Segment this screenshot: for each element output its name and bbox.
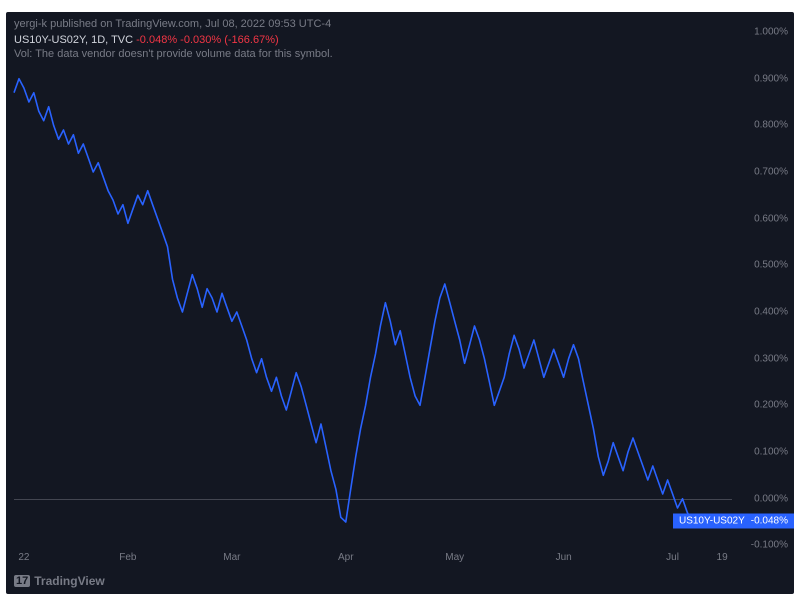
published-text: published on <box>50 18 112 30</box>
y-tick-label: 1.000% <box>754 27 788 38</box>
symbol-change-pct: (-166.67%) <box>224 34 278 46</box>
symbol-row: US10Y-US02Y, 1D, TVC -0.048% -0.030% (-1… <box>14 34 279 46</box>
brand-name: TradingView <box>34 574 104 588</box>
y-tick-label: 0.300% <box>754 353 788 364</box>
y-tick-label: -0.100% <box>751 540 788 551</box>
line-chart-svg <box>6 12 794 594</box>
x-tick-label: Mar <box>223 552 240 563</box>
price-tag-ticker: US10Y-US02Y <box>679 516 745 527</box>
x-tick-label: Apr <box>338 552 354 563</box>
x-tick-label: Feb <box>119 552 136 563</box>
y-tick-label: 0.400% <box>754 307 788 318</box>
x-tick-label: 19 <box>717 552 728 563</box>
y-tick-label: 0.800% <box>754 120 788 131</box>
x-tick-label: Jun <box>556 552 572 563</box>
y-tick-label: 0.700% <box>754 167 788 178</box>
y-tick-label: 0.200% <box>754 400 788 411</box>
symbol-change: -0.030% <box>180 34 221 46</box>
price-tag: US10Y-US02Y -0.048% <box>673 514 794 529</box>
y-tick-label: 0.100% <box>754 447 788 458</box>
symbol-source: TVC <box>111 34 133 46</box>
chart-header: yergi-k published on TradingView.com, Ju… <box>14 18 331 30</box>
y-tick-label: 0.500% <box>754 260 788 271</box>
volume-message: Vol: The data vendor doesn't provide vol… <box>14 48 333 60</box>
site-name: TradingView.com <box>115 18 199 30</box>
symbol-interval: 1D <box>91 34 105 46</box>
page-outer: yergi-k published on TradingView.com, Ju… <box>0 0 800 600</box>
symbol-last: -0.048% <box>136 34 177 46</box>
y-tick-label: 0.600% <box>754 213 788 224</box>
publisher-name: yergi-k <box>14 18 47 30</box>
y-axis: 1.000% 0.900% 0.800% 0.700% 0.600% 0.500% 0.40… <box>740 12 788 594</box>
price-tag-value: -0.048% <box>751 516 788 527</box>
y-tick-label: 0.000% <box>754 493 788 504</box>
x-axis: 22 Feb Mar Apr May Jun Jul 19 <box>6 552 740 568</box>
publish-datetime: Jul 08, 2022 09:53 UTC-4 <box>205 18 331 30</box>
chart-container: yergi-k published on TradingView.com, Ju… <box>6 12 794 594</box>
x-tick-label: May <box>445 552 464 563</box>
x-tick-label: Jul <box>666 552 679 563</box>
chart-footer: 17 TradingView <box>14 574 105 588</box>
plot-area[interactable]: 1.000% 0.900% 0.800% 0.700% 0.600% 0.500% 0.40… <box>6 12 794 594</box>
x-tick-label: 22 <box>18 552 29 563</box>
y-tick-label: 0.900% <box>754 73 788 84</box>
tradingview-logo-icon: 17 <box>14 575 30 587</box>
symbol-ticker: US10Y-US02Y <box>14 34 85 46</box>
